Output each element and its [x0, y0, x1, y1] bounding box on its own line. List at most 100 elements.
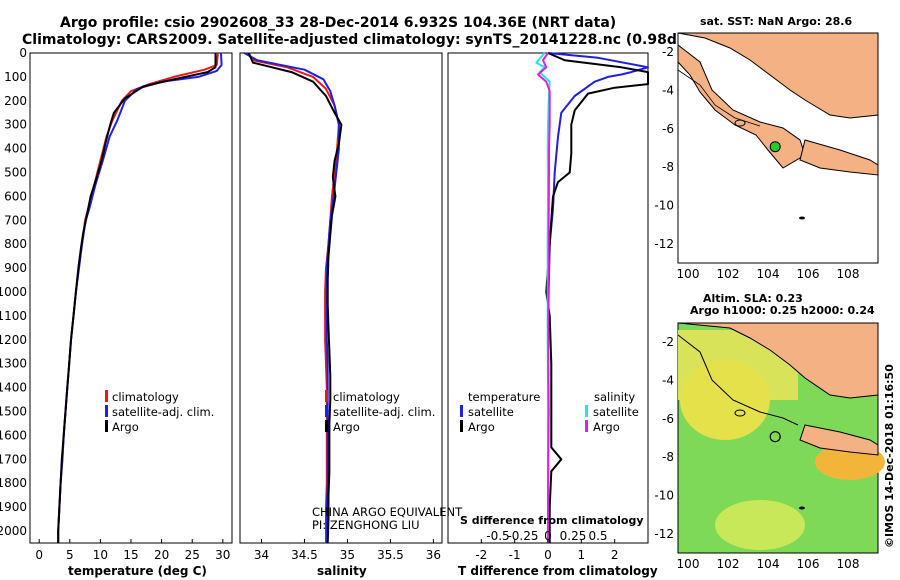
x-tick-label: 34.5 — [291, 548, 318, 562]
x-tick-label: -2 — [475, 548, 487, 562]
map-lat-tick: -12 — [654, 237, 674, 251]
legend-label: climatology — [112, 390, 179, 404]
title-line-2: Climatology: CARS2009. Satellite-adjuste… — [22, 32, 740, 48]
owner-annotation-2: PI: ZENGHONG LIU — [312, 518, 420, 532]
legend-swatch-climatology — [325, 390, 328, 402]
legend-swatch-argo — [105, 420, 108, 432]
map-lon-tick: 108 — [837, 267, 860, 281]
x-tick-label: 2 — [611, 548, 619, 562]
depth-tick-label: 1100 — [0, 309, 27, 323]
legend-swatch-s-satellite — [585, 405, 588, 417]
series-line-argo — [247, 52, 343, 544]
x-tick-label: 30 — [215, 548, 230, 562]
map-lat-tick: -6 — [662, 412, 674, 426]
depth-axis: 0 100 200 300 400 500 600 700 800 900 1000 1100 1200… — [0, 46, 27, 538]
series-line-satellite-adj-clim- — [57, 52, 223, 543]
legend-label: satellite-adj. clim. — [112, 405, 214, 419]
legend-title-salinity: salinity — [594, 390, 635, 404]
legend-label: satellite-adj. clim. — [333, 405, 435, 419]
legend-label: Argo — [468, 420, 495, 434]
s-tick-label: -0.25 — [507, 529, 538, 543]
legend-swatch-argo — [325, 420, 328, 432]
salinity-panel — [239, 52, 443, 544]
s-tick-label: 0.25 — [560, 529, 587, 543]
coast-contour-alt — [677, 334, 799, 426]
series-line-climatology — [247, 52, 340, 543]
map-lon-tick: 108 — [837, 557, 860, 571]
salinity-legend: climatology satellite-adj. clim. Argo CH… — [312, 390, 463, 532]
map-lat-tick: -2 — [662, 335, 674, 349]
legend-label: Argo — [112, 420, 139, 434]
series-line-t-argo — [545, 52, 649, 543]
depth-tick-label: 1700 — [0, 452, 27, 466]
difference-xlabel: T difference from climatology — [458, 564, 658, 578]
x-tick-label: 20 — [154, 548, 169, 562]
map-lat-tick: -4 — [662, 84, 674, 98]
s-tick-label: 0.5 — [588, 529, 607, 543]
s-difference-label: S difference from climatology — [460, 514, 644, 527]
x-tick-label: 10 — [93, 548, 108, 562]
argo-location-marker — [769, 141, 781, 153]
map-lat-tick: -8 — [662, 160, 674, 174]
series-line-s-argo — [537, 52, 551, 543]
depth-tick-label: 100 — [4, 70, 27, 84]
depth-tick-label: 600 — [4, 189, 27, 203]
land-north-alt — [677, 322, 879, 399]
temperature-legend: climatology satellite-adj. clim. Argo — [105, 390, 214, 434]
x-tick-label: 35.5 — [377, 548, 404, 562]
legend-swatch-t-argo — [460, 420, 463, 432]
sla-light-patch — [715, 500, 805, 550]
depth-tick-label: 1300 — [0, 357, 27, 371]
depth-tick-label: 400 — [4, 142, 27, 156]
legend-title-temperature: temperature — [468, 390, 540, 404]
map-lat-tick: -10 — [654, 489, 674, 503]
x-tick-label: 5 — [66, 548, 74, 562]
christmas-island — [799, 216, 805, 220]
depth-tick-label: 0 — [19, 46, 27, 60]
series-line-t-satellite — [547, 52, 649, 543]
java-island — [799, 139, 879, 176]
x-tick-label: 1 — [578, 548, 586, 562]
legend-label: climatology — [333, 390, 400, 404]
depth-tick-label: 1400 — [0, 381, 27, 395]
x-tick-label: 35 — [340, 548, 355, 562]
sst-map-ticks: 100 102 104 106 108 -2 -4 -6 -8 -10 -12 — [654, 45, 859, 281]
x-tick-label: 36 — [426, 548, 441, 562]
map-lat-tick: -8 — [662, 450, 674, 464]
depth-tick-label: 1000 — [0, 285, 27, 299]
depth-tick-label: 1600 — [0, 428, 27, 442]
owner-annotation-1: CHINA ARGO EQUIVALENT — [312, 505, 463, 519]
altimetry-map-subtitle: Argo h1000: 0.25 h2000: 0.24 — [690, 304, 875, 317]
sumatra-island — [677, 43, 806, 169]
christmas-island-alt — [799, 506, 805, 510]
x-tick-label: -1 — [509, 548, 521, 562]
x-tick-label: 15 — [123, 548, 138, 562]
x-tick-label: 34 — [254, 548, 269, 562]
depth-tick-label: 2000 — [0, 524, 27, 538]
depth-tick-label: 1900 — [0, 500, 27, 514]
temperature-xlabel: temperature (deg C) — [68, 564, 207, 578]
map-lat-tick: -2 — [662, 45, 674, 59]
map-lat-tick: -6 — [662, 122, 674, 136]
java-island-alt — [799, 424, 879, 456]
map-lon-tick: 102 — [717, 557, 740, 571]
map-lon-tick: 104 — [757, 557, 780, 571]
altimetry-map-title: Altim. SLA: 0.23 — [703, 292, 803, 305]
difference-series — [535, 52, 649, 543]
x-tick-label: 25 — [185, 548, 200, 562]
legend-swatch-satellite — [105, 405, 108, 417]
map-lat-tick: -4 — [662, 374, 674, 388]
map-lon-tick: 100 — [677, 267, 700, 281]
legend-swatch-satellite — [325, 405, 328, 417]
map-lon-tick: 106 — [797, 267, 820, 281]
depth-tick-label: 300 — [4, 118, 27, 132]
small-island — [734, 119, 746, 127]
altimetry-map — [677, 322, 885, 554]
depth-tick-label: 700 — [4, 213, 27, 227]
altimetry-map-ticks: 100 102 104 106 108 -2 -4 -6 -8 -10 -12 — [654, 335, 859, 571]
sst-map-title: sat. SST: NaN Argo: 28.6 — [700, 15, 852, 28]
map-lon-tick: 100 — [677, 557, 700, 571]
legend-swatch-climatology — [105, 390, 108, 402]
map-lat-tick: -10 — [654, 199, 674, 213]
difference-legend: temperature satellite Argo salinity sate… — [460, 390, 644, 527]
